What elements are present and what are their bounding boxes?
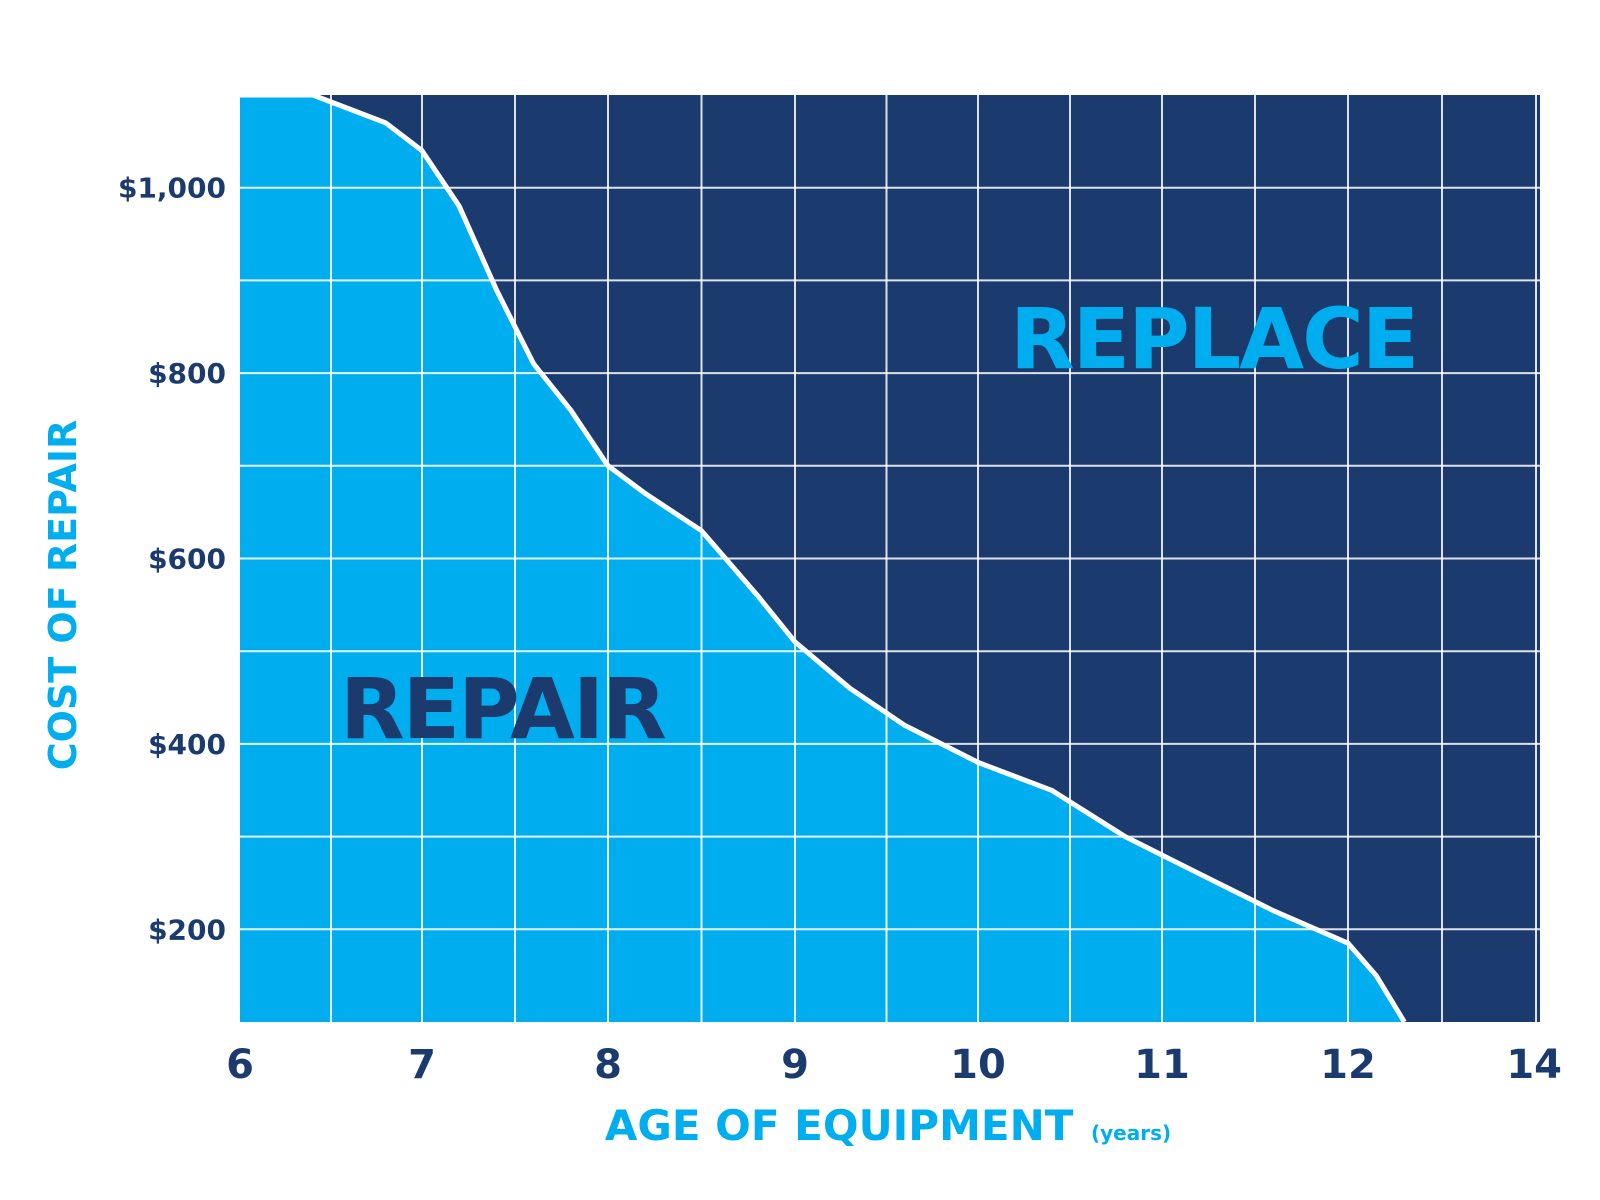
y-tick-label: $600 — [148, 543, 226, 576]
y-tick-label: $1,000 — [118, 172, 226, 205]
x-tick-label: 14 — [1506, 1042, 1562, 1088]
y-axis-ticks: $1,000 $800 $600 $400 $200 — [118, 172, 226, 947]
x-axis-ticks: 6 7 8 9 10 11 12 14 — [226, 1042, 1562, 1088]
x-tick-label: 9 — [781, 1042, 809, 1088]
repair-label: REPAIR — [340, 660, 665, 758]
x-tick-label: 8 — [594, 1042, 622, 1088]
x-axis-title-unit: (years) — [1091, 1121, 1171, 1145]
x-tick-label: 6 — [226, 1042, 254, 1088]
y-tick-label: $200 — [148, 913, 226, 946]
x-tick-label: 11 — [1134, 1042, 1190, 1088]
x-tick-label: 12 — [1320, 1042, 1376, 1088]
y-tick-label: $400 — [148, 728, 226, 761]
y-tick-label: $800 — [148, 357, 226, 390]
x-tick-label: 10 — [950, 1042, 1006, 1088]
replace-label: REPLACE — [1010, 290, 1417, 388]
x-axis-title: AGE OF EQUIPMENT (years) — [605, 1101, 1171, 1150]
x-tick-label: 7 — [408, 1042, 436, 1088]
x-axis-title-main: AGE OF EQUIPMENT — [605, 1101, 1074, 1150]
repair-region — [240, 95, 1405, 1022]
y-axis-title: COST OF REPAIR — [41, 420, 85, 771]
